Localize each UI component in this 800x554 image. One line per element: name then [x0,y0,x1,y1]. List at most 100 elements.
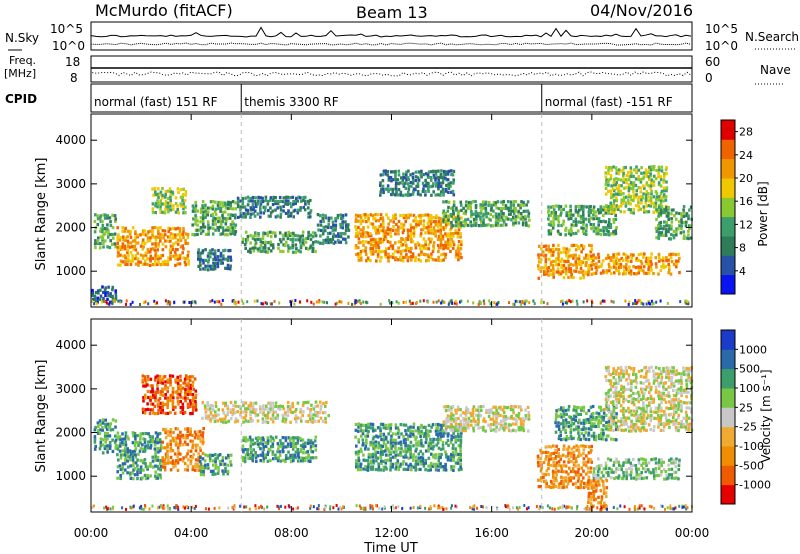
range-cell [567,408,570,412]
range-cell [166,411,170,415]
range-cell [504,417,508,421]
range-cell [662,195,666,199]
range-cell [639,259,643,263]
range-cell [425,172,428,176]
range-cell [109,294,113,299]
range-cell [141,380,145,384]
range-cell [509,429,513,433]
range-cell [417,456,420,460]
range-cell [284,439,288,443]
range-cell [274,456,278,461]
range-cell [224,456,228,460]
range-cell [604,220,608,224]
range-cell [201,457,205,461]
range-cell [266,450,270,454]
range-cell [300,438,303,442]
range-cell [201,200,205,204]
range-cell [96,214,99,218]
range-cell [435,426,438,430]
range-cell [437,246,441,250]
range-cell [447,234,450,238]
range-cell [650,299,653,303]
range-cell [206,206,210,210]
range-cell [427,237,431,241]
range-cell [491,417,495,421]
range-cell [271,243,275,247]
range-cell [387,423,391,427]
range-cell [361,429,365,433]
range-cell [445,441,448,445]
range-cell [183,410,187,414]
range-cell [547,229,551,233]
range-cell [446,172,450,176]
range-cell [512,212,516,216]
range-cell [256,299,259,303]
range-cell [334,217,337,221]
range-cell [102,213,105,217]
range-cell [246,238,250,242]
range-cell [446,414,450,418]
range-cell [625,181,628,185]
range-cell [192,217,195,221]
range-cell [154,193,158,197]
range-cell [289,410,293,414]
range-cell [493,301,496,305]
range-cell [276,200,280,204]
range-cell [292,459,295,463]
range-cell [569,267,572,271]
range-cell [447,432,450,436]
range-cell [109,292,112,296]
range-cell [547,273,550,277]
range-cell [449,228,452,232]
range-cell [126,239,130,243]
range-cell [344,228,348,232]
range-cell [144,408,147,412]
range-cell [456,429,460,433]
range-cell [574,409,578,413]
range-cell [267,411,270,415]
range-cell [149,384,153,388]
range-cell [547,466,550,471]
range-cell [622,198,626,203]
range-cell [439,243,443,247]
range-cell [462,423,466,427]
range-cell [559,412,563,416]
range-cell [222,249,225,253]
range-cell [657,205,661,209]
range-cell [186,429,190,434]
range-cell [341,214,345,218]
range-cell [291,250,295,254]
range-cell [577,204,580,208]
range-cell [186,436,189,440]
range-cell [104,226,107,231]
range-cell [163,229,167,233]
range-cell [187,381,190,385]
range-cell [362,229,365,233]
range-cell [662,224,666,228]
nave-label: Nave [760,63,791,77]
range-cell [609,201,612,205]
range-cell [148,411,152,416]
range-cell [394,256,398,260]
range-cell [201,401,205,405]
range-cell [664,231,668,235]
range-cell [424,184,428,188]
range-cell [156,437,159,442]
range-cell [609,207,613,211]
range-cell [107,232,110,236]
range-cell [582,208,585,212]
range-cell [464,413,468,417]
range-cell [459,247,463,251]
range-cell [581,269,585,273]
range-cell [427,216,431,220]
range-cell [163,211,167,215]
range-cell [572,453,576,458]
range-cell [647,265,651,269]
range-cell [382,435,386,439]
range-cell [477,214,480,218]
range-cell [198,429,202,434]
range-cell [391,217,395,221]
range-cell [436,425,440,430]
range-cell [582,461,585,465]
range-cell [575,257,578,261]
